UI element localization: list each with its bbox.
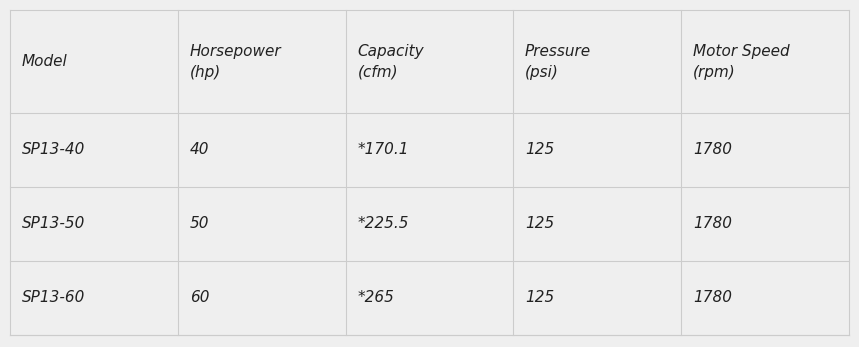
Text: Model: Model [22, 54, 68, 69]
Text: *265: *265 [357, 290, 394, 305]
Text: SP13-40: SP13-40 [22, 142, 85, 157]
Text: SP13-60: SP13-60 [22, 290, 85, 305]
Text: Pressure
(psi): Pressure (psi) [525, 44, 591, 79]
Text: 1780: 1780 [692, 142, 732, 157]
Text: 1780: 1780 [692, 216, 732, 231]
Text: 60: 60 [190, 290, 210, 305]
Text: 40: 40 [190, 142, 210, 157]
Text: Capacity
(cfm): Capacity (cfm) [357, 44, 424, 79]
Text: Horsepower
(hp): Horsepower (hp) [190, 44, 282, 79]
Text: SP13-50: SP13-50 [22, 216, 85, 231]
Text: *170.1: *170.1 [357, 142, 409, 157]
Text: 125: 125 [525, 290, 554, 305]
Text: *225.5: *225.5 [357, 216, 409, 231]
Text: 50: 50 [190, 216, 210, 231]
Text: Motor Speed
(rpm): Motor Speed (rpm) [692, 44, 789, 79]
Text: 125: 125 [525, 142, 554, 157]
Text: 125: 125 [525, 216, 554, 231]
Text: 1780: 1780 [692, 290, 732, 305]
